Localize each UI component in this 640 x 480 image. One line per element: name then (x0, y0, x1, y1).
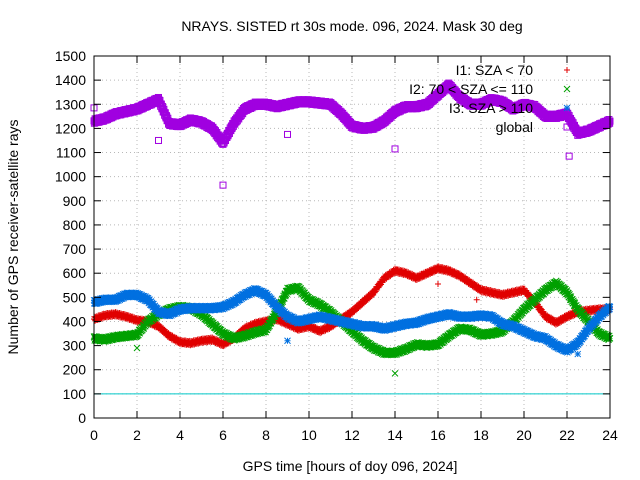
data-point (605, 332, 613, 340)
series-global (90, 79, 614, 148)
series-i3 (90, 285, 614, 356)
data-point (582, 330, 590, 338)
series-layer (90, 79, 614, 377)
